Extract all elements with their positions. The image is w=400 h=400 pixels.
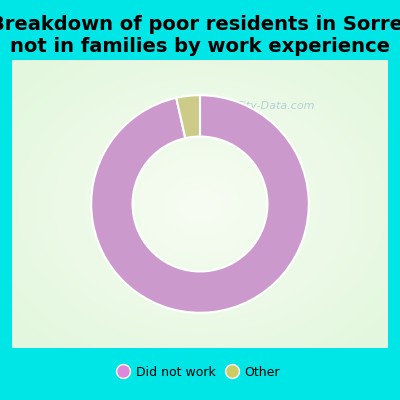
Text: Breakdown of poor residents in Sorrel
not in families by work experience: Breakdown of poor residents in Sorrel no… [0, 16, 400, 56]
Legend: Did not work, Other: Did not work, Other [114, 359, 286, 385]
Text: City-Data.com: City-Data.com [236, 101, 315, 111]
Wedge shape [91, 95, 309, 313]
Wedge shape [176, 95, 200, 138]
